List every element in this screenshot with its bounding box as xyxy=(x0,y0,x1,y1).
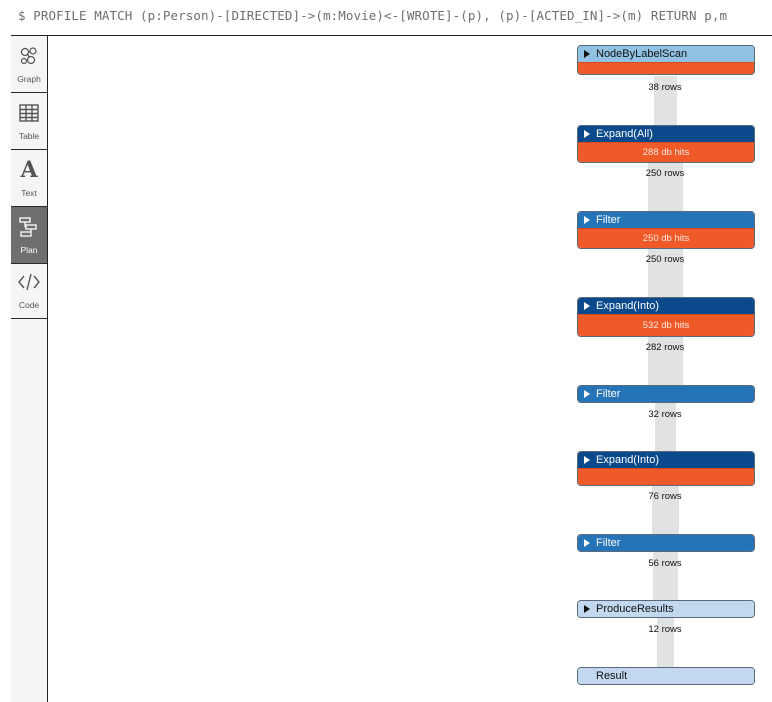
row-count: 32 rows xyxy=(648,409,682,420)
operator-name: Expand(Into) xyxy=(596,454,659,466)
expand-triangle-icon[interactable] xyxy=(584,50,590,58)
expand-triangle-icon[interactable] xyxy=(584,216,590,224)
expand-triangle-icon[interactable] xyxy=(584,130,590,138)
operator-name: Filter xyxy=(596,388,621,400)
graph-icon xyxy=(11,45,47,67)
sidebar-item-label: Graph xyxy=(17,74,41,84)
table-icon xyxy=(11,102,47,124)
plan-operator-nodebylabelscan[interactable]: NodeByLabelScan xyxy=(577,45,755,75)
db-hits-bar xyxy=(578,468,754,485)
code-icon xyxy=(11,271,47,293)
sidebar-item-code[interactable]: Code xyxy=(11,262,47,319)
operator-name: Filter xyxy=(596,537,621,549)
plan-connector xyxy=(657,618,674,668)
plan-operator-expand-into[interactable]: Expand(Into) xyxy=(577,451,755,486)
sidebar-item-text[interactable]: A Text xyxy=(11,150,47,207)
plan-connector xyxy=(648,163,683,212)
plan-operator-filter[interactable]: Filter xyxy=(577,534,755,552)
row-count: 282 rows xyxy=(645,342,685,353)
row-count: 12 rows xyxy=(648,624,682,635)
plan-connector xyxy=(652,486,679,535)
plan-operator-expand-all[interactable]: Expand(All) 288 db hits xyxy=(577,125,755,163)
sidebar-item-label: Text xyxy=(21,188,37,198)
sidebar-item-label: Table xyxy=(18,131,40,141)
plan-operator-filter[interactable]: Filter xyxy=(577,385,755,403)
expand-triangle-icon[interactable] xyxy=(584,605,590,613)
expand-triangle-icon[interactable] xyxy=(584,390,590,398)
row-count: 56 rows xyxy=(648,558,682,569)
query-text: $ PROFILE MATCH (p:Person)-[DIRECTED]->(… xyxy=(18,8,728,23)
plan-connector xyxy=(648,249,683,298)
operator-name: NodeByLabelScan xyxy=(596,48,688,60)
sidebar-item-label: Code xyxy=(18,300,40,310)
plan-operator-filter[interactable]: Filter 250 db hits xyxy=(577,211,755,249)
frame-divider xyxy=(11,35,772,36)
expand-triangle-icon[interactable] xyxy=(584,302,590,310)
db-hits-bar: 288 db hits xyxy=(578,142,754,162)
text-icon: A xyxy=(20,157,38,183)
plan-connector xyxy=(648,337,683,386)
expand-triangle-icon[interactable] xyxy=(584,456,590,464)
row-count: 38 rows xyxy=(648,82,682,93)
sidebar-item-table[interactable]: Table xyxy=(11,93,47,150)
expand-triangle-icon[interactable] xyxy=(584,539,590,547)
sidebar-item-label: Plan xyxy=(20,245,38,255)
db-hits-bar: 532 db hits xyxy=(578,314,754,336)
operator-name: Filter xyxy=(596,214,621,226)
db-hits-bar: 250 db hits xyxy=(578,228,754,248)
operator-name: Expand(Into) xyxy=(596,300,659,312)
plan-operator-produceresults[interactable]: ProduceResults xyxy=(577,600,755,618)
plan-connector xyxy=(655,403,676,452)
row-count: 250 rows xyxy=(645,168,685,179)
view-sidebar: Graph Table A Text Plan Code xyxy=(11,36,48,702)
db-hits-bar xyxy=(578,62,754,74)
sidebar-item-plan[interactable]: Plan xyxy=(11,207,47,264)
plan-connector xyxy=(654,76,677,125)
plan-operator-expand-into[interactable]: Expand(Into) 532 db hits xyxy=(577,297,755,337)
operator-name: Expand(All) xyxy=(596,128,653,140)
row-count: 76 rows xyxy=(648,491,682,502)
operator-name: Result xyxy=(596,670,628,682)
plan-icon xyxy=(11,216,47,238)
row-count: 250 rows xyxy=(645,254,685,265)
operator-name: ProduceResults xyxy=(596,603,674,615)
plan-connector xyxy=(653,552,678,601)
sidebar-item-graph[interactable]: Graph xyxy=(11,36,47,93)
plan-operator-result[interactable]: Result xyxy=(577,667,755,685)
